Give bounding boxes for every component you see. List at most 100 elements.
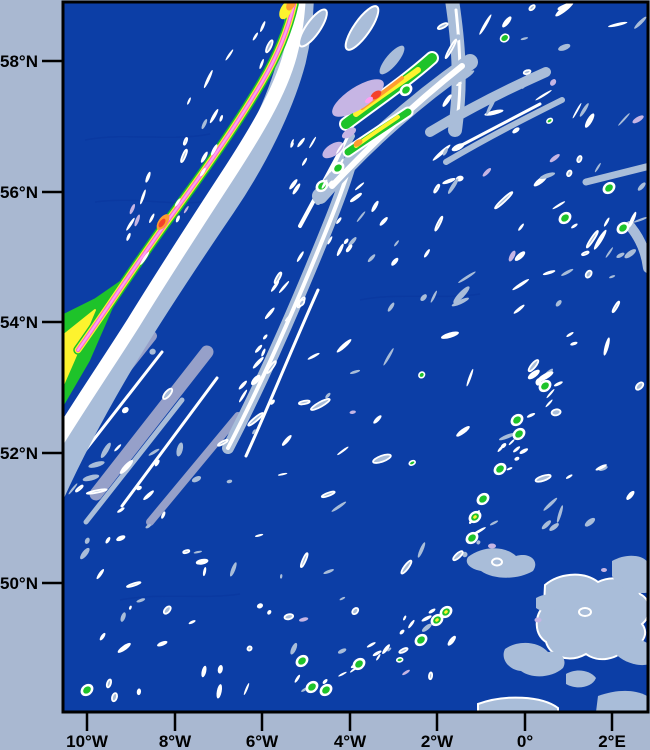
texture-blob [434,215,444,232]
southeast-swell-patches [466,543,648,712]
texture-blob [149,348,156,355]
texture-blob [494,191,514,210]
texture-blob [183,206,189,214]
texture-blob [175,215,180,223]
texture-blob [267,610,272,615]
swell-patch [596,691,648,712]
x-tick-label: 0° [517,732,533,750]
texture-blob [273,271,283,285]
texture-blob [442,94,452,107]
green-cell-specks [80,83,630,697]
texture-blob [549,523,559,531]
speck-green [496,465,504,473]
texture-blob [584,113,595,128]
texture-blob [391,257,399,266]
texture-blob [526,412,536,418]
speck-green [83,686,91,694]
texture-blob [120,612,126,622]
texture-blob [553,381,563,387]
texture-blob [355,182,365,191]
texture-blob [336,217,342,224]
faint-contour [119,593,241,601]
swell-patch [566,670,596,688]
texture-blob [549,153,560,163]
texture-blob [114,444,122,452]
texture-blob [430,290,437,303]
texture-blob [217,438,229,447]
speck-green [513,416,521,424]
texture-blob [281,435,292,446]
main-front-band [63,2,314,501]
texture-blob [292,183,301,195]
lavender-dot [601,568,607,572]
texture-blob [290,642,298,655]
texture-blob [162,605,172,615]
texture-blob [383,348,394,366]
texture-blob [348,237,357,247]
texture-blob [283,613,295,621]
texture-blob [121,407,129,414]
texture-blob [456,82,462,86]
band-stroke [83,397,185,525]
texture-blob [539,172,556,179]
texture-blob [593,229,607,250]
texture-blob [598,465,608,471]
swell-patch-hole [578,607,592,617]
texture-blob [320,490,336,499]
texture-blob [608,21,628,28]
texture-blob [338,671,347,677]
texture-blob [217,665,223,674]
texture-blob [111,692,118,703]
texture-blob [277,472,288,476]
texture-blob [337,648,347,654]
texture-blob [476,540,481,545]
texture-blob [576,155,583,164]
texture-blob [457,70,475,83]
texture-blob [398,647,409,654]
cluster-patch [344,5,380,51]
texture-blob [85,488,108,495]
plot-frame [61,0,650,714]
texture-blob [327,180,333,187]
texture-blob [519,448,529,454]
texture-blob [226,479,233,484]
texture-blob [299,552,309,569]
texture-blob [182,549,191,555]
texture-blob [565,474,573,479]
texture-blob [309,136,317,149]
front-hotspot [286,2,296,11]
texture-blob [489,520,499,526]
texture-blob [584,517,596,527]
texture-blob [624,249,637,259]
speck-green [322,686,330,694]
texture-blob [261,348,266,357]
texture-blob [484,109,504,116]
texture-blob [400,559,413,575]
texture-blob [402,669,410,676]
texture-blob [349,192,362,203]
texture-blob [294,674,301,683]
texture-blob [116,535,126,542]
texture-blob [134,214,140,227]
lavender-dot [488,543,496,549]
map-plot-area [63,2,648,712]
texture-blob [343,238,349,245]
y-tick-label: 56°N [0,183,38,202]
swell-patch [614,638,648,665]
texture-blob [182,137,189,146]
green-speck [418,371,426,379]
texture-blob [356,211,366,222]
texture-blob [394,240,399,247]
texture-blob [238,380,247,390]
texture-blob [506,467,513,471]
texture-blob [307,352,320,360]
texture-blob [603,217,610,227]
y-tick-label: 58°N [0,52,38,71]
faint-contour [84,133,211,141]
texture-blob [252,429,256,435]
texture-blob [327,236,333,245]
cluster-patch [298,8,328,48]
band-stroke [244,288,320,458]
band-stroke [89,345,214,501]
